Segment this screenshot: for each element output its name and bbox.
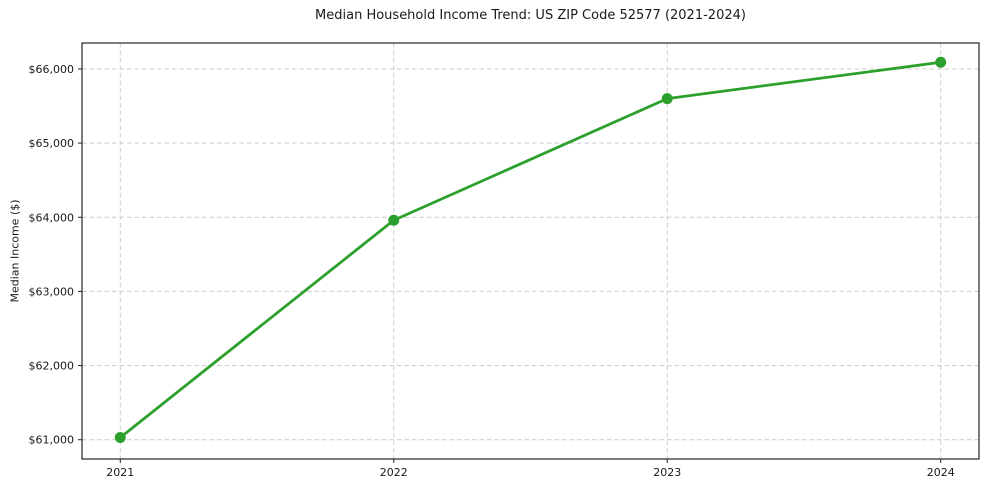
x-tick-label: 2022 bbox=[380, 466, 408, 479]
x-tick-label: 2021 bbox=[106, 466, 134, 479]
y-tick-label: $64,000 bbox=[29, 211, 75, 224]
data-point bbox=[388, 214, 400, 226]
x-tick-label: 2023 bbox=[653, 466, 681, 479]
axes-spines bbox=[81, 42, 980, 460]
y-tick-label: $65,000 bbox=[29, 137, 75, 150]
x-tick-label: 2024 bbox=[927, 466, 955, 479]
chart-title: Median Household Income Trend: US ZIP Co… bbox=[315, 8, 746, 23]
y-tick-label: $61,000 bbox=[29, 434, 75, 447]
y-tick-label: $62,000 bbox=[29, 360, 75, 373]
y-tick-label: $66,000 bbox=[29, 63, 75, 76]
data-point bbox=[935, 56, 947, 68]
data-point bbox=[114, 431, 126, 443]
data-point bbox=[661, 93, 673, 105]
trend-line bbox=[118, 60, 943, 439]
y-tick-label: $63,000 bbox=[29, 285, 75, 298]
